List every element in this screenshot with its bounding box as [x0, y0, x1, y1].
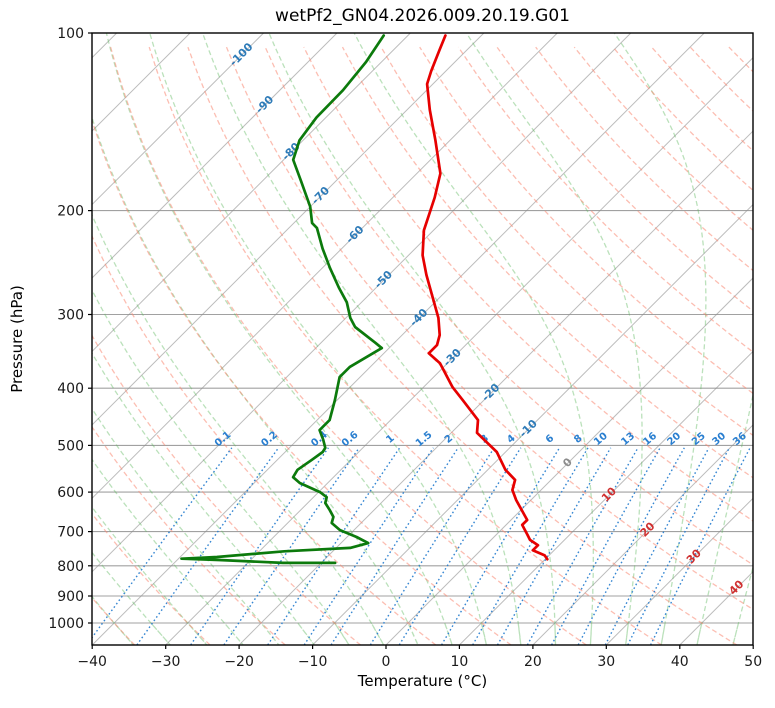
- svg-text:0.1: 0.1: [213, 429, 234, 449]
- svg-text:400: 400: [57, 381, 84, 397]
- svg-text:30: 30: [597, 654, 615, 670]
- dewpoint-line: [180, 34, 386, 565]
- svg-text:600: 600: [57, 485, 84, 501]
- moist-adiabat-lines: [92, 33, 753, 645]
- svg-text:500: 500: [57, 438, 84, 454]
- svg-text:200: 200: [57, 204, 84, 220]
- svg-text:8: 8: [572, 433, 584, 446]
- svg-text:−20: −20: [224, 654, 254, 670]
- svg-text:10: 10: [450, 654, 468, 670]
- chart-title: wetPf2_GN04.2026.009.20.19.G01: [275, 6, 570, 26]
- svg-text:50: 50: [744, 654, 762, 670]
- y-tick-labels: 100 200 300 400 500 600 700 800 900 1000: [48, 26, 92, 632]
- svg-text:0.6: 0.6: [340, 429, 361, 449]
- svg-text:4: 4: [505, 433, 517, 446]
- svg-text:100: 100: [57, 26, 84, 42]
- svg-text:0: 0: [382, 654, 391, 670]
- svg-text:20: 20: [524, 654, 542, 670]
- svg-text:40: 40: [671, 654, 689, 670]
- svg-text:−10: −10: [298, 654, 328, 670]
- svg-text:−30: −30: [151, 654, 181, 670]
- svg-text:300: 300: [57, 308, 84, 324]
- svg-text:0.2: 0.2: [259, 429, 280, 449]
- mixing-ratio-labels: 0.1 0.2 0.4 0.6 1 1.5 2 3 4 6 8 10 13 16 20 25 30 36: [213, 429, 749, 449]
- svg-text:6: 6: [544, 433, 556, 446]
- svg-text:900: 900: [57, 589, 84, 605]
- svg-text:700: 700: [57, 525, 84, 541]
- svg-text:1.5: 1.5: [414, 429, 435, 449]
- temperature-line: [421, 34, 549, 561]
- isotherm-lines: [92, 33, 753, 645]
- plot-border: [91, 32, 754, 646]
- svg-text:−40: −40: [77, 654, 107, 670]
- mixing-ratio-lines: [92, 447, 751, 645]
- svg-text:1000: 1000: [48, 616, 84, 632]
- svg-text:800: 800: [57, 559, 84, 575]
- x-axis-label: Temperature (°C): [357, 672, 488, 690]
- x-tick-labels: −40 −30 −20 −10 0 10 20 30 40 50: [77, 645, 762, 670]
